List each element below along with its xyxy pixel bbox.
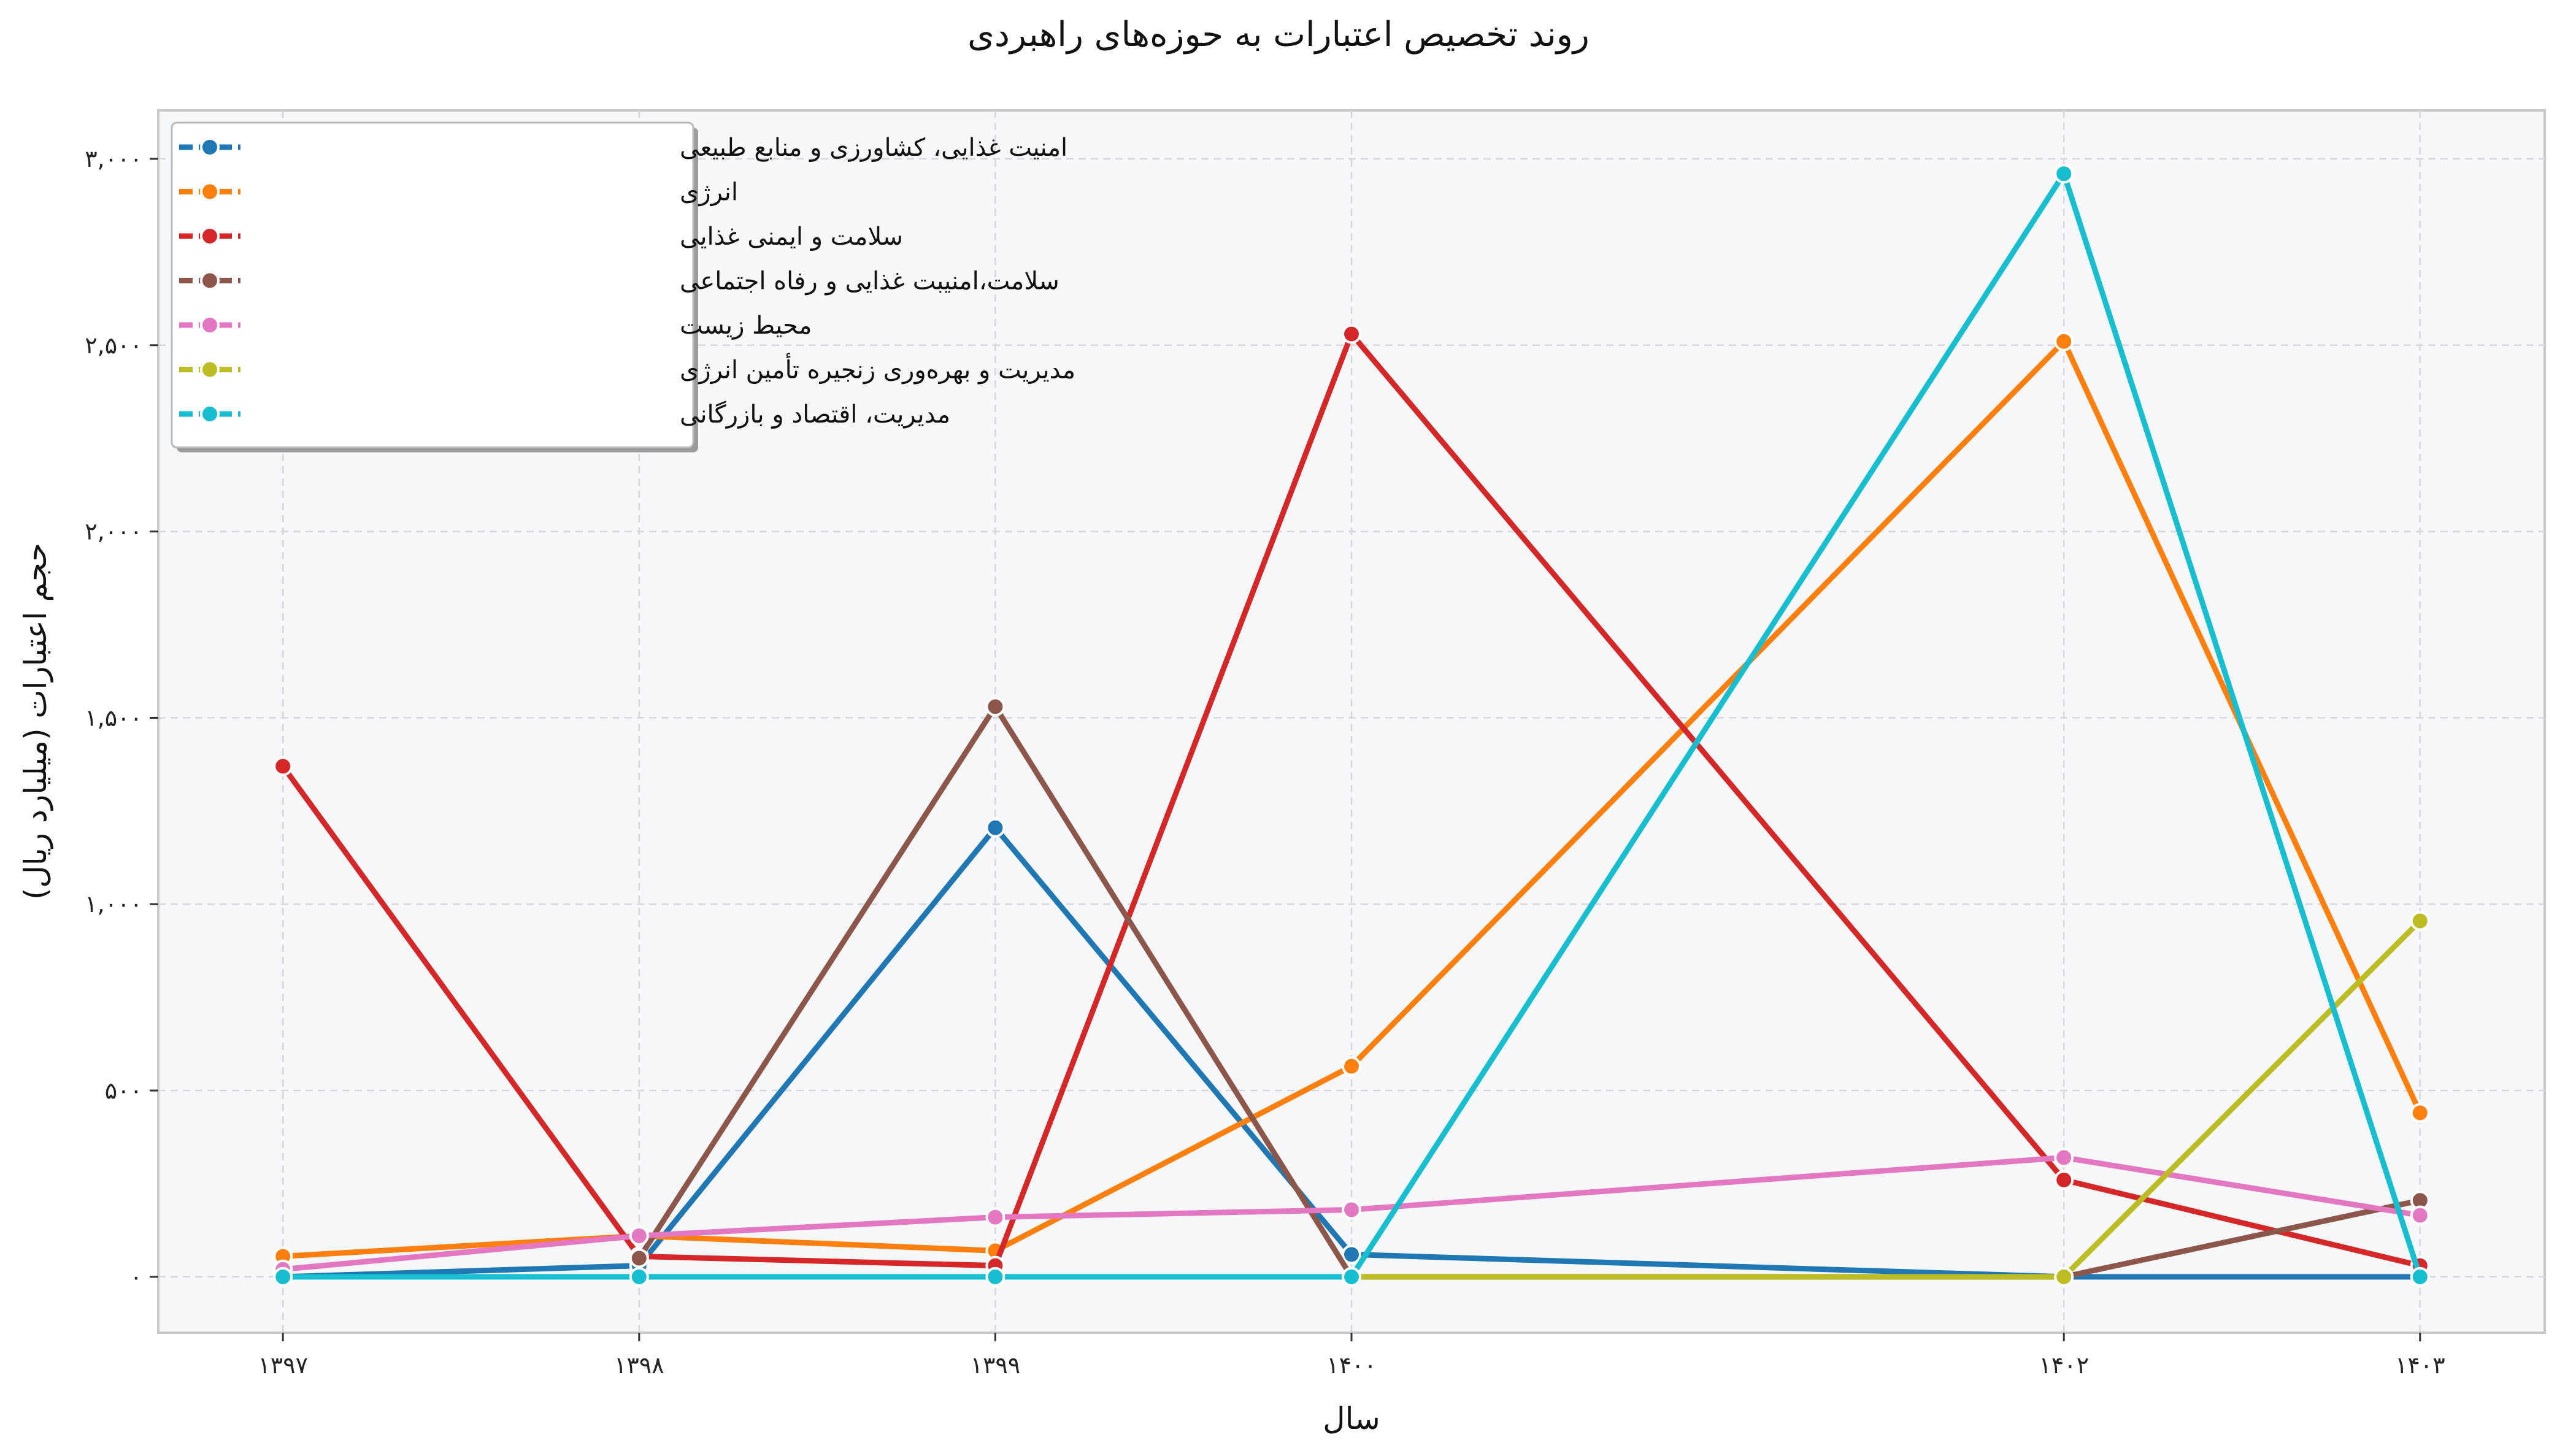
- series-line: [280, 1154, 2423, 1273]
- x-tick-label: ۱۳۹۸: [614, 1352, 664, 1379]
- legend-label: سلامت و ایمنی غذایی: [680, 223, 903, 251]
- legend-label: امنیت غذایی، کشاورزی و منابع طبیعی: [680, 134, 1067, 162]
- series-line: [280, 171, 2423, 1280]
- data-point: [1342, 324, 1361, 344]
- data-point: [1342, 1244, 1361, 1265]
- data-point: [2410, 1205, 2430, 1225]
- legend-label: محیط زیست: [680, 312, 812, 340]
- data-point: [2410, 911, 2430, 931]
- legend: امنیت غذایی، کشاورزی و منابع طبیعی انرژی س…: [171, 121, 1075, 453]
- x-axis-title: سال: [1323, 1401, 1380, 1436]
- data-point: [985, 697, 1005, 717]
- legend-box: [171, 121, 694, 448]
- x-tick-label: ۱۳۹۷: [258, 1352, 308, 1379]
- legend-marker: [200, 315, 220, 335]
- legend-label: سلامت،امنیبت غذایی و رفاه اجتماعی: [680, 267, 1059, 296]
- y-tick-label: ۱,۵۰۰: [85, 704, 142, 731]
- data-point: [2410, 1103, 2430, 1123]
- series-7: [273, 164, 2430, 1287]
- y-tick-label: ۳,۰۰۰: [85, 145, 142, 172]
- x-tick-label: ۱۴۰۰: [1326, 1352, 1377, 1379]
- legend-marker: [200, 404, 220, 424]
- series-line: [280, 331, 2423, 1269]
- x-tick-label: ۱۴۰۲: [2039, 1352, 2089, 1379]
- data-point: [985, 1266, 1005, 1287]
- y-tick-label: ۲,۰۰۰: [85, 518, 142, 545]
- data-point: [2054, 1170, 2074, 1190]
- data-point: [2054, 1148, 2074, 1168]
- data-point: [1342, 1200, 1361, 1220]
- axes: ۰ ۵۰۰ ۱,۰۰۰ ۱,۵۰۰ ۲,۰۰۰ ۲,۵۰۰ ۳,۰۰۰ ۱۳۹۷ ۱۳۹۸ ۱۳۹…: [85, 145, 2445, 1379]
- data-point: [1342, 1266, 1361, 1287]
- data-point: [273, 1266, 293, 1287]
- legend-marker: [200, 137, 220, 157]
- data-point: [629, 1226, 649, 1246]
- data-point: [2054, 164, 2074, 184]
- data-point: [985, 818, 1005, 838]
- legend-marker: [200, 182, 220, 202]
- y-tick-label: ۵۰۰: [105, 1077, 142, 1104]
- data-point: [2410, 1266, 2430, 1287]
- legend-marker: [200, 359, 220, 380]
- x-tick-label: ۱۳۹۹: [971, 1352, 1021, 1379]
- data-point: [2054, 1266, 2074, 1287]
- series-layer: [273, 164, 2430, 1287]
- data-point: [1342, 1056, 1361, 1076]
- data-point: [629, 1266, 649, 1287]
- data-point: [985, 1207, 1005, 1227]
- legend-label: مدیریت، اقتصاد و بازرگانی: [680, 400, 950, 429]
- data-point: [2054, 331, 2074, 351]
- data-point: [629, 1248, 649, 1268]
- y-tick-label: ۱,۰۰۰: [85, 891, 142, 918]
- legend-marker: [200, 270, 220, 291]
- chart-title: روند تخصیص اعتبارات به حوزه‌های راهبردی: [967, 15, 1590, 55]
- y-axis-title: حجم اعتبارات (میلیارد ریال): [18, 543, 53, 900]
- legend-label: مدیریت و بهره‌وری زنجیره تأمین انرژی: [680, 353, 1075, 385]
- legend-marker: [200, 226, 220, 246]
- y-tick-label: ۰: [130, 1263, 142, 1290]
- data-point: [273, 756, 293, 776]
- legend-label: انرژی: [680, 178, 738, 207]
- x-tick-label: ۱۴۰۳: [2395, 1352, 2445, 1379]
- y-tick-label: ۲,۵۰۰: [85, 332, 142, 359]
- series-line: [280, 825, 2423, 1280]
